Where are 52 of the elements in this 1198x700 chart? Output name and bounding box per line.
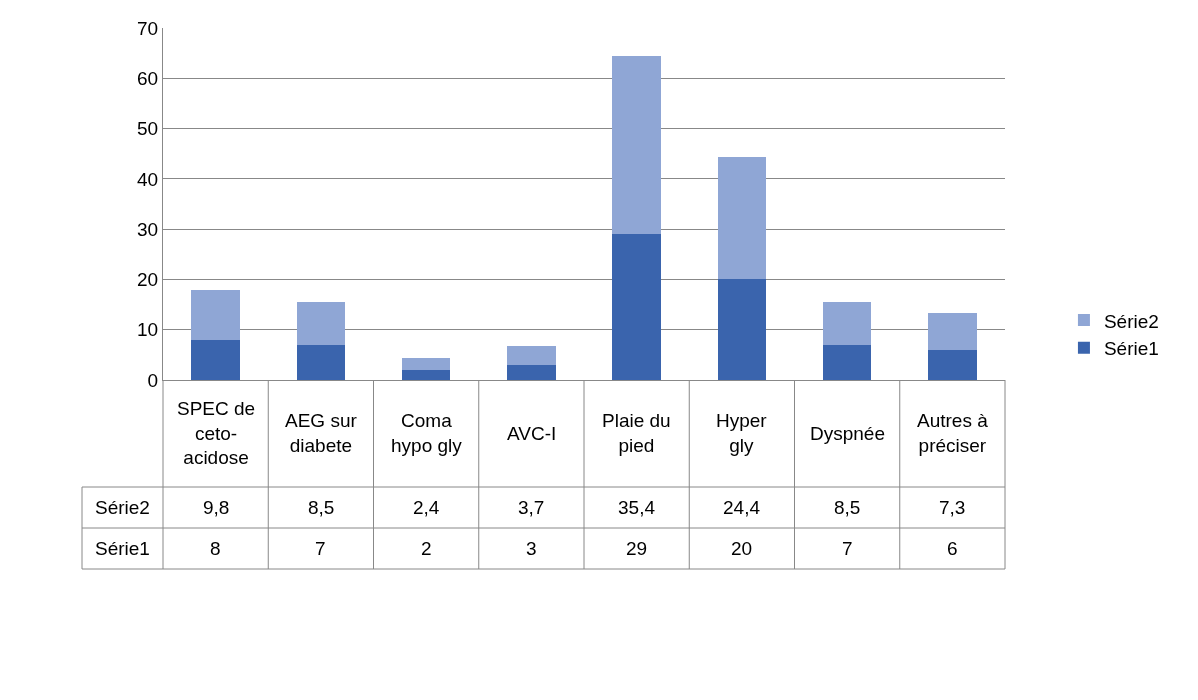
bar [928,313,977,350]
bar [401,369,451,380]
bar [401,357,451,370]
bar [822,302,872,345]
data-label: 2,4 [413,497,440,518]
bar [296,344,346,380]
bar [822,344,872,380]
bar [507,364,556,380]
y-tick-label: 0 [147,369,159,391]
y-tick-label: 70 [137,17,159,39]
x-tick-label: Dyspnée [810,423,885,444]
bar [191,339,240,380]
data-label: 8 [210,538,221,559]
data-label: 7 [315,538,326,559]
x-tick-label: SPEC de ceto-acidose [177,398,256,469]
data-label: 3,7 [518,497,545,518]
bar [507,346,556,365]
data-label: 3 [526,538,537,559]
bar [296,302,346,345]
bar [612,234,661,380]
y-tick-label: 40 [137,168,159,190]
bar [717,279,767,380]
data-label: 29 [626,538,648,559]
data-label: 35,4 [618,497,656,518]
data-label: 6 [947,538,958,559]
data-label: 24,4 [723,497,761,518]
x-tick-label: Hyper gly [716,410,768,456]
x-tick-label: AEG sur diabete [285,410,358,456]
text: Série1 [95,538,150,559]
bar [928,349,977,380]
data-label: 8,5 [834,497,861,518]
bar [191,290,240,340]
data-label: 20 [731,538,753,559]
bar [717,156,767,280]
legend-label: Série1 [1103,338,1159,360]
x-tick-label: Autres à préciser [917,410,989,456]
x-tick-label: Coma hypo gly [391,410,463,456]
y-tick-label: 30 [137,218,159,240]
legend-label: Série2 [1103,310,1159,332]
data-label: 8,5 [308,497,335,518]
bar [612,56,661,235]
x-tick-label: Plaie du pied [602,410,671,456]
x-tick-label: AVC-I [507,423,557,444]
y-tick-label: 20 [137,269,159,291]
data-label: 9,8 [203,497,230,518]
data-label: 7,3 [939,497,966,518]
data-label: 2 [421,538,432,559]
y-tick-label: 10 [137,319,159,341]
text: Série2 [95,497,150,518]
y-tick-label: 60 [137,67,159,89]
data-label: 7 [842,538,853,559]
y-tick-label: 50 [137,118,159,140]
